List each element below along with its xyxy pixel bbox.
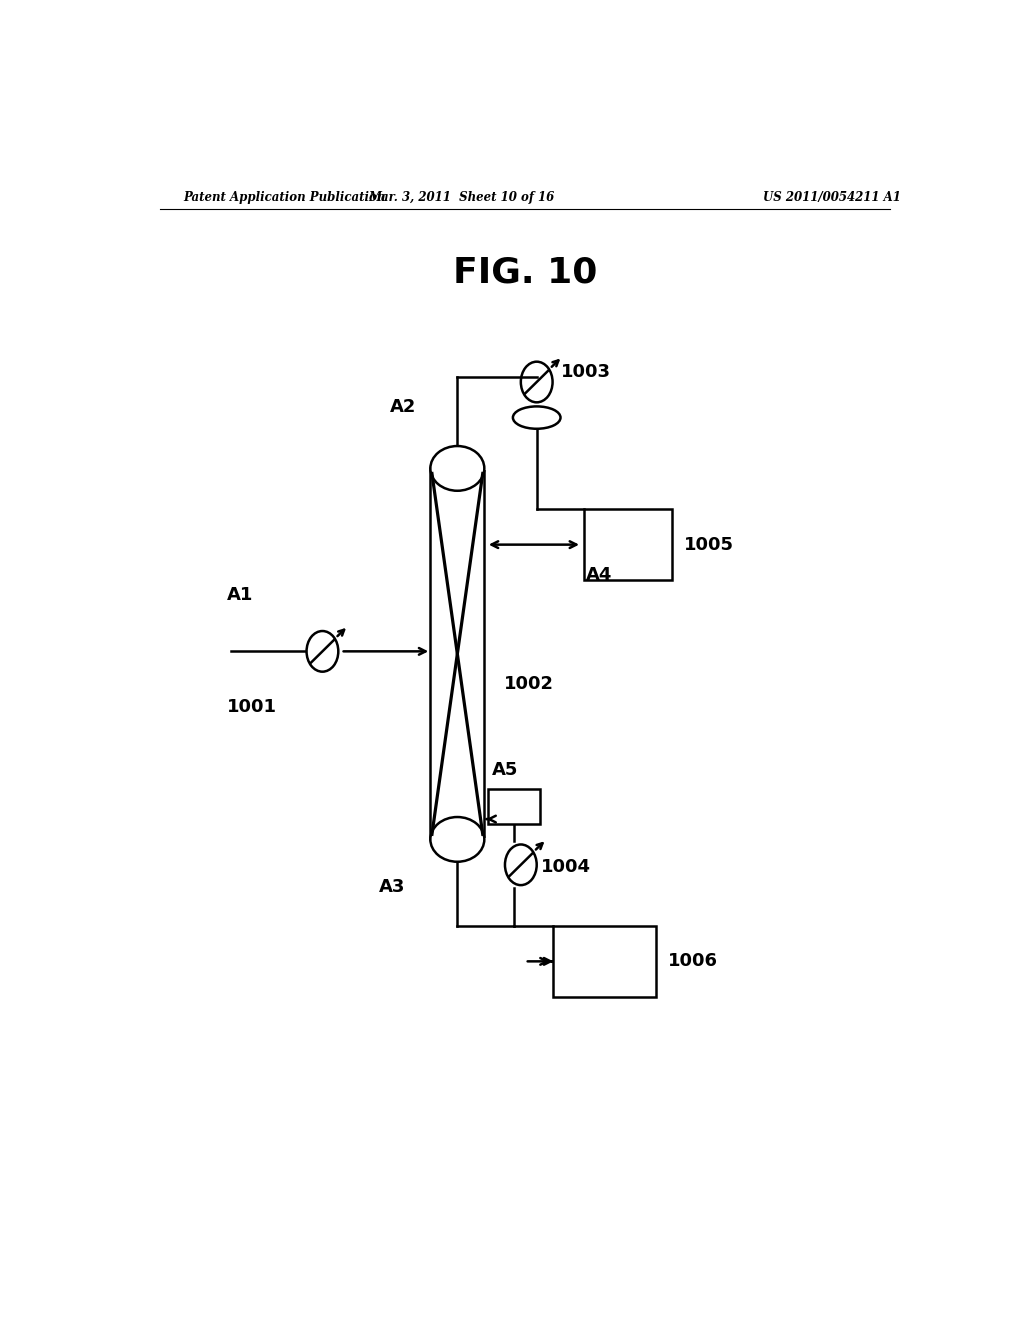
Text: 1001: 1001	[227, 698, 278, 717]
Ellipse shape	[430, 817, 484, 862]
Text: 1004: 1004	[541, 858, 591, 876]
Text: A1: A1	[227, 586, 254, 605]
Bar	[488, 788, 540, 824]
Ellipse shape	[430, 446, 484, 491]
Text: 1005: 1005	[684, 536, 733, 553]
Text: A5: A5	[493, 762, 518, 779]
Bar	[430, 469, 484, 840]
Text: 1003: 1003	[560, 363, 610, 381]
Text: US 2011/0054211 A1: US 2011/0054211 A1	[763, 190, 901, 203]
Text: A2: A2	[390, 399, 417, 416]
Text: A3: A3	[379, 878, 406, 896]
Text: A4: A4	[586, 566, 612, 585]
Text: 1006: 1006	[668, 952, 718, 970]
Text: 1002: 1002	[504, 676, 554, 693]
Text: Mar. 3, 2011  Sheet 10 of 16: Mar. 3, 2011 Sheet 10 of 16	[369, 190, 554, 203]
Ellipse shape	[513, 407, 560, 429]
Bar	[585, 510, 672, 581]
Text: Patent Application Publication: Patent Application Publication	[183, 190, 386, 203]
Bar	[553, 925, 655, 997]
Text: FIG. 10: FIG. 10	[453, 255, 597, 289]
